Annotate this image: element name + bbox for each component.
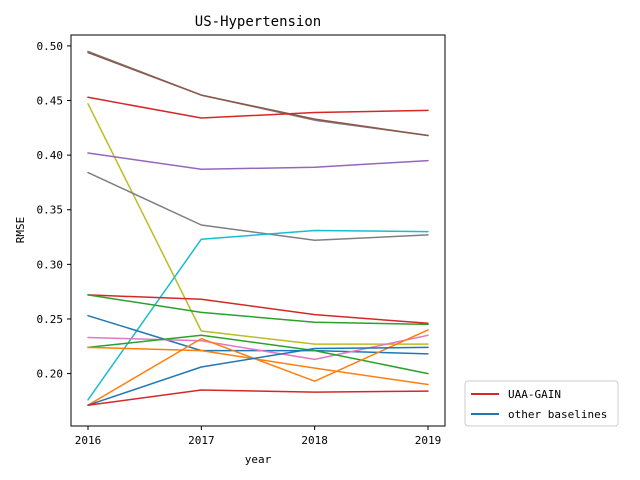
x-tick-label: 2017	[188, 434, 215, 447]
x-tick-label: 2018	[301, 434, 328, 447]
series-line-14	[87, 329, 429, 406]
series-line-5	[87, 152, 429, 171]
series-line-3	[87, 96, 429, 119]
y-tick-label: 0.25	[37, 313, 64, 326]
series-line-1	[87, 50, 429, 137]
series-line-2	[87, 51, 429, 137]
series-line-16	[87, 389, 429, 406]
y-tick-label: 0.35	[37, 204, 64, 217]
series-line-6	[87, 171, 429, 242]
plot-area-frame	[70, 34, 446, 427]
legend: UAA-GAIN other baselines	[464, 380, 619, 427]
y-axis-label: RMSE	[14, 217, 27, 244]
x-tick-label: 2016	[75, 434, 102, 447]
y-tick-label: 0.45	[37, 95, 64, 108]
x-tick-label: 2019	[415, 434, 442, 447]
y-tick-label: 0.20	[37, 368, 64, 381]
series-layer	[87, 50, 429, 406]
x-axis-label: year	[245, 453, 272, 466]
legend-frame	[464, 380, 619, 427]
y-tick-label: 0.50	[37, 40, 64, 53]
series-line-12	[87, 334, 429, 375]
series-line-7	[87, 229, 429, 401]
series-line-4	[87, 103, 429, 345]
y-tick-label: 0.30	[37, 258, 64, 271]
series-line-15	[87, 346, 429, 406]
y-tick-label: 0.40	[37, 149, 64, 162]
legend-label: other baselines	[508, 408, 607, 421]
legend-label: UAA-GAIN	[508, 388, 561, 401]
chart-title: US-Hypertension	[195, 14, 321, 30]
series-line-9	[87, 294, 429, 326]
series-line-8	[87, 294, 429, 325]
y-axis: 0.20 0.25 0.30 0.35 0.40 0.45 0.50	[37, 40, 71, 381]
x-axis: 2016 2017 2018 2019	[75, 426, 442, 447]
